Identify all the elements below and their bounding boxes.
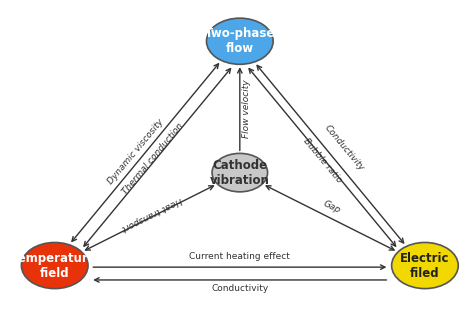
Text: Two-phase
flow: Two-phase flow	[205, 27, 275, 55]
Circle shape	[212, 154, 268, 192]
Text: Thermal conduction: Thermal conduction	[121, 121, 186, 196]
Text: Heat transport: Heat transport	[120, 195, 183, 233]
Text: Gap: Gap	[322, 200, 342, 215]
Text: Temperature
field: Temperature field	[12, 252, 97, 279]
Text: Dynamic viscosity: Dynamic viscosity	[106, 117, 165, 185]
Text: Current heating effect: Current heating effect	[190, 252, 290, 261]
Circle shape	[207, 18, 273, 64]
Text: Conductivity: Conductivity	[323, 123, 366, 173]
Circle shape	[21, 243, 88, 289]
Text: Bubble ratio: Bubble ratio	[301, 136, 343, 184]
Text: Cathode
vibration: Cathode vibration	[210, 159, 270, 186]
Text: Electric
filed: Electric filed	[400, 252, 450, 279]
Circle shape	[392, 243, 458, 289]
Text: Conductivity: Conductivity	[211, 284, 268, 293]
Text: Flow velocity: Flow velocity	[242, 80, 251, 138]
